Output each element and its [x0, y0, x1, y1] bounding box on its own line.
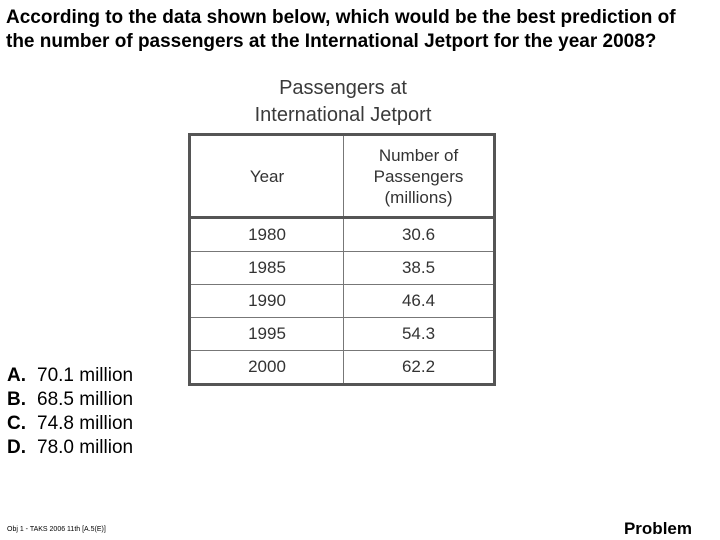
- year-cell: 2000: [189, 350, 344, 385]
- year-cell: 1980: [189, 217, 344, 252]
- answer-choices: A. 70.1 million B. 68.5 million C. 74.8 mil…: [7, 364, 133, 460]
- year-cell: 1985: [189, 251, 344, 285]
- table-row: 1990 46.4: [189, 284, 495, 318]
- question-line-2: the number of passengers at the Internat…: [6, 31, 657, 52]
- choice-text: 70.1 million: [37, 365, 134, 386]
- question-line-1: According to the data shown below, which…: [6, 7, 676, 28]
- passengers-column-header: Number of Passengers (millions): [343, 134, 495, 219]
- passengers-header-line-3: (millions): [384, 187, 453, 207]
- choice-c[interactable]: C. 74.8 million: [7, 412, 133, 436]
- table-row: 2000 62.2: [189, 350, 495, 385]
- choice-letter: C.: [7, 413, 26, 434]
- table-row: 1985 38.5: [189, 251, 495, 285]
- passengers-header-line-1: Number of: [378, 145, 459, 165]
- passengers-header-line-2: Passengers: [373, 166, 464, 186]
- question-text: According to the data shown below, which…: [6, 6, 718, 54]
- table-title: Passengers at International Jetport: [218, 75, 468, 129]
- year-column-header: Year: [189, 134, 344, 219]
- passengers-cell: 46.4: [343, 284, 495, 318]
- table-row: 1995 54.3: [189, 317, 495, 351]
- choice-a[interactable]: A. 70.1 million: [7, 364, 133, 388]
- table-row: 1980 30.6: [189, 217, 495, 252]
- choice-text: 78.0 million: [37, 437, 134, 458]
- passengers-cell: 54.3: [343, 317, 495, 351]
- year-cell: 1990: [189, 284, 344, 318]
- choice-d[interactable]: D. 78.0 million: [7, 436, 133, 460]
- passengers-cell: 38.5: [343, 251, 495, 285]
- choice-text: 74.8 million: [37, 413, 134, 434]
- table-title-line-2: International Jetport: [254, 104, 432, 126]
- choice-letter: A.: [7, 365, 26, 386]
- source-footnote: Obj 1 - TAKS 2006 11th [A.5(E)]: [7, 526, 106, 533]
- choice-letter: D.: [7, 437, 26, 458]
- year-cell: 1995: [189, 317, 344, 351]
- choice-letter: B.: [7, 389, 26, 410]
- passengers-table: Year Number of Passengers (millions) 198…: [188, 133, 496, 386]
- table-title-line-1: Passengers at: [279, 77, 407, 99]
- passengers-cell: 62.2: [343, 350, 495, 385]
- table-header-row: Year Number of Passengers (millions): [189, 134, 495, 219]
- problem-button[interactable]: Problem: [623, 519, 692, 538]
- choice-text: 68.5 million: [37, 389, 134, 410]
- choice-b[interactable]: B. 68.5 million: [7, 388, 133, 412]
- passengers-cell: 30.6: [343, 217, 495, 252]
